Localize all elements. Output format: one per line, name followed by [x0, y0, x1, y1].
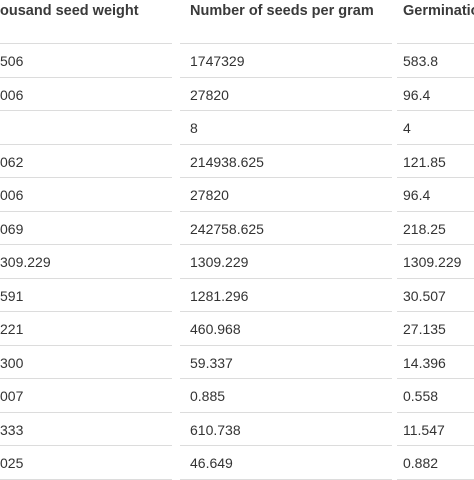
- row-divider: [180, 244, 392, 245]
- row-divider: [0, 43, 172, 44]
- row-divider: [397, 378, 474, 379]
- table-cell: 27820: [190, 86, 229, 103]
- table-cell: 214938.625: [190, 153, 264, 170]
- header-cell: Germinatio: [403, 3, 474, 19]
- table-cell: 14.396: [403, 354, 446, 371]
- row-divider: [0, 277, 172, 279]
- row-divider: [397, 210, 474, 212]
- table-cell: 309.229: [0, 254, 51, 270]
- row-divider: [180, 210, 392, 212]
- row-divider: [180, 411, 392, 413]
- table-cell: 1309.229: [403, 254, 462, 270]
- table-cell: 121.85: [403, 153, 446, 170]
- table-cell: 1747329: [190, 53, 245, 69]
- row-divider: [397, 76, 474, 78]
- row-divider: [180, 76, 392, 78]
- table-cell: 069: [0, 220, 24, 237]
- table-cell: 583.8: [403, 53, 439, 69]
- table-cell: 0.882: [403, 455, 439, 471]
- row-divider: [0, 411, 172, 413]
- row-divider: [180, 445, 392, 446]
- row-divider: [0, 244, 172, 245]
- row-divider: [397, 277, 474, 279]
- table-cell: 591: [0, 287, 24, 304]
- table-cell: 4: [403, 120, 411, 136]
- table-cell: 1281.296: [190, 287, 249, 304]
- row-divider: [180, 378, 392, 379]
- row-divider: [397, 43, 474, 44]
- row-divider: [397, 143, 474, 145]
- table-cell: 007: [0, 388, 24, 404]
- row-divider: [397, 478, 474, 480]
- row-divider: [180, 177, 392, 178]
- row-divider: [397, 445, 474, 446]
- table-cell: 062: [0, 153, 24, 170]
- table-cell: 59.337: [190, 354, 233, 371]
- row-divider: [180, 344, 392, 346]
- row-divider: [397, 110, 474, 111]
- table-cell: 30.507: [403, 287, 446, 304]
- row-divider: [0, 110, 172, 111]
- table-cell: 27820: [190, 187, 229, 203]
- row-divider: [0, 311, 172, 312]
- row-divider: [397, 311, 474, 312]
- table-cell: 333: [0, 421, 24, 438]
- row-divider: [0, 177, 172, 178]
- table-cell: 46.649: [190, 455, 233, 471]
- row-divider: [397, 411, 474, 413]
- row-divider: [0, 445, 172, 446]
- table-cell: 300: [0, 354, 24, 371]
- table-cell: 006: [0, 86, 24, 103]
- row-divider: [180, 277, 392, 279]
- row-divider: [0, 378, 172, 379]
- row-divider: [397, 344, 474, 346]
- table-cell: 006: [0, 187, 24, 203]
- row-divider: [0, 478, 172, 480]
- table-cell: 0.885: [190, 388, 226, 404]
- table-cell: 025: [0, 455, 24, 471]
- row-divider: [180, 311, 392, 312]
- row-divider: [397, 244, 474, 245]
- header-cell: ousand seed weight: [0, 3, 139, 19]
- table-cell: 506: [0, 53, 24, 69]
- table-cell: 218.25: [403, 220, 446, 237]
- table-cell: 8: [190, 120, 198, 136]
- table-cell: 460.968: [190, 321, 241, 337]
- row-divider: [180, 478, 392, 480]
- row-divider: [0, 143, 172, 145]
- row-divider: [0, 76, 172, 78]
- row-divider: [180, 110, 392, 111]
- row-divider: [180, 143, 392, 145]
- table-cell: 0.558: [403, 388, 439, 404]
- table-cell: 96.4: [403, 187, 431, 203]
- table-cell: 96.4: [403, 86, 431, 103]
- header-cell: Number of seeds per gram: [190, 3, 374, 19]
- row-divider: [397, 177, 474, 178]
- row-divider: [0, 344, 172, 346]
- row-divider: [180, 43, 392, 44]
- table-cell: 221: [0, 321, 24, 337]
- table-cell: 1309.229: [190, 254, 249, 270]
- table-cell: 242758.625: [190, 220, 264, 237]
- table-cell: 11.547: [403, 421, 445, 438]
- table-cell: 27.135: [403, 321, 446, 337]
- row-divider: [0, 210, 172, 212]
- table-cell: 610.738: [190, 421, 241, 438]
